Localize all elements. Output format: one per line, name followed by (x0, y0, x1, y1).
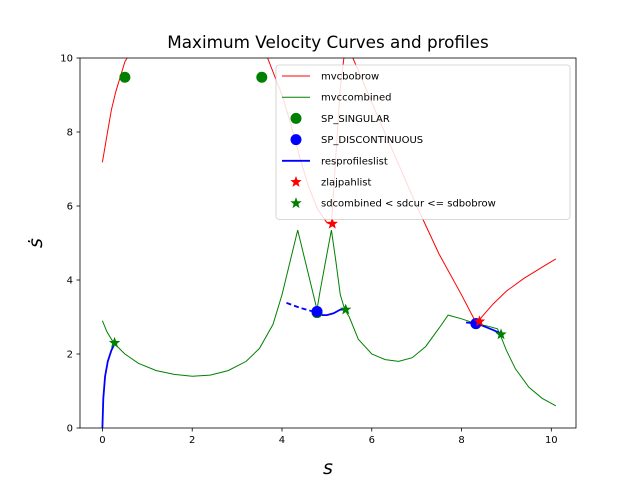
zlajpahlist-point-0 (326, 217, 338, 229)
sp-discontinuous-point-0 (311, 305, 323, 317)
mvcbobrow-line-0 (101, 58, 128, 163)
x-tick-label-4: 8 (458, 435, 464, 446)
x-tick-label-2: 4 (279, 435, 285, 446)
legend-mvccombined-label: mvccombined (321, 93, 391, 104)
y-tick-label-2: 4 (67, 276, 73, 287)
legend-sp-singular-label: SP_SINGULAR (321, 114, 390, 125)
y-tick-label-3: 6 (67, 202, 73, 213)
chart-title: Maximum Velocity Curves and profiles (167, 32, 488, 52)
sdcombined-sdcur-sdbobrow-point-2 (495, 328, 507, 340)
legend-sp-discontinuous-swatch (290, 134, 302, 146)
x-axis-label: s (323, 457, 333, 479)
y-tick-label-0: 0 (67, 424, 73, 435)
sp-singular-point-1 (256, 71, 268, 83)
legend-frame (275, 64, 571, 220)
y-tick-label-4: 8 (67, 128, 73, 139)
legend-sdcombined-sdcur-sdbobrow-swatch (290, 197, 302, 209)
y-tick-label-1: 2 (67, 350, 73, 361)
resprofileslist-dashed-line-0 (286, 302, 318, 314)
mvccombined-line-0 (101, 229, 557, 407)
legend-sp-singular-swatch (290, 112, 302, 124)
tick-layer: 0 2 4 6 8 10 0 2 4 6 8 10 (60, 54, 557, 447)
legend-zlajpahlist-swatch (290, 176, 302, 187)
sdcombined-sdcur-sdbobrow-point-0 (108, 336, 121, 348)
mvcbobrow-line-3 (476, 258, 557, 324)
marker-layer (108, 71, 507, 348)
y-tick-label-5: 10 (60, 54, 73, 65)
sdcombined-sdcur-sdbobrow-point-1 (340, 303, 352, 315)
zlajpahlist-point-1 (473, 315, 486, 327)
legend-sdcombined-sdcur-sdbobrow-label: sdcombined < sdcur <= sdbobrow (321, 199, 496, 210)
plot-frame (79, 57, 577, 429)
x-tick-label-3: 6 (369, 435, 375, 446)
legend-zlajpahlist-label: zlajpahlist (321, 178, 372, 189)
y-axis-label: ṡ (25, 238, 47, 248)
legend: mvcbobrow mvccombined SP_SINGULAR SP_DISCON… (275, 64, 571, 220)
legend-mvcbobrow-label: mvcbobrow (321, 72, 379, 83)
resprofileslist-line-0 (101, 342, 116, 428)
sp-singular-point-0 (119, 71, 131, 83)
x-tick-label-1: 2 (189, 435, 195, 446)
legend-sp-discontinuous-label: SP_DISCONTINUOUS (321, 135, 423, 146)
legend-resprofileslist-label: resprofileslist (321, 156, 388, 167)
x-tick-label-0: 0 (99, 435, 105, 446)
x-tick-label-5: 10 (545, 435, 558, 446)
